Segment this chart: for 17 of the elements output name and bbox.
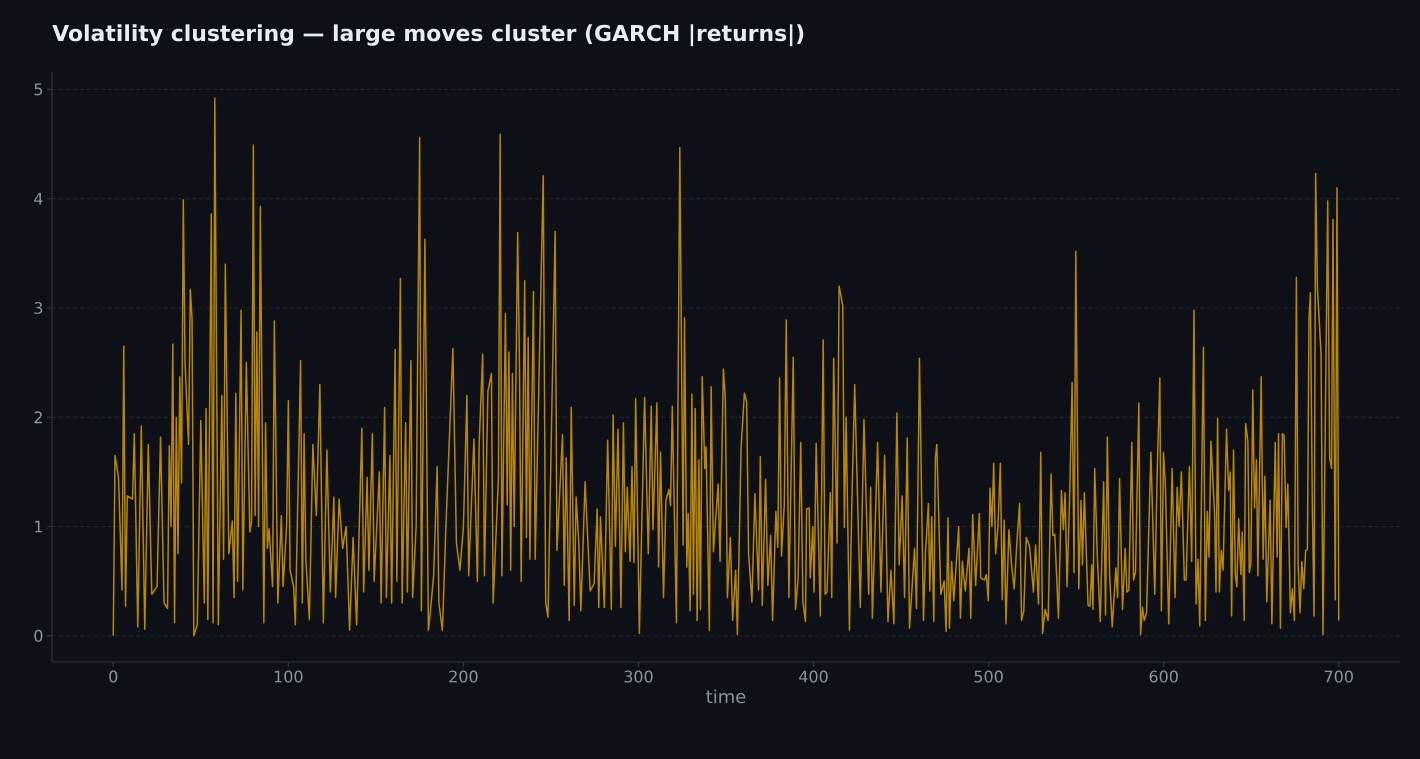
y-tick-label: 2 bbox=[34, 411, 42, 424]
x-tick-label: 700 bbox=[1324, 670, 1353, 683]
chart-title: Volatility clustering — large moves cluster (GARCH |returns|) bbox=[52, 24, 804, 47]
x-tick-label: 600 bbox=[1149, 670, 1178, 683]
y-tick-label: 1 bbox=[35, 520, 43, 533]
y-tick-label: 5 bbox=[34, 83, 43, 96]
x-tick-label: 100 bbox=[274, 670, 303, 683]
x-tick-label: 400 bbox=[799, 670, 828, 683]
x-axis-title: time bbox=[706, 689, 746, 704]
y-tick-label: 0 bbox=[34, 629, 43, 642]
y-tick-label: 3 bbox=[34, 301, 43, 315]
x-tick-label: 300 bbox=[624, 670, 653, 683]
x-tick-label: 500 bbox=[974, 670, 1003, 683]
line-series bbox=[112, 97, 1340, 637]
y-tick-label: 4 bbox=[34, 192, 43, 205]
x-tick-label: 0 bbox=[109, 670, 118, 683]
x-tick-label: 200 bbox=[449, 670, 478, 683]
